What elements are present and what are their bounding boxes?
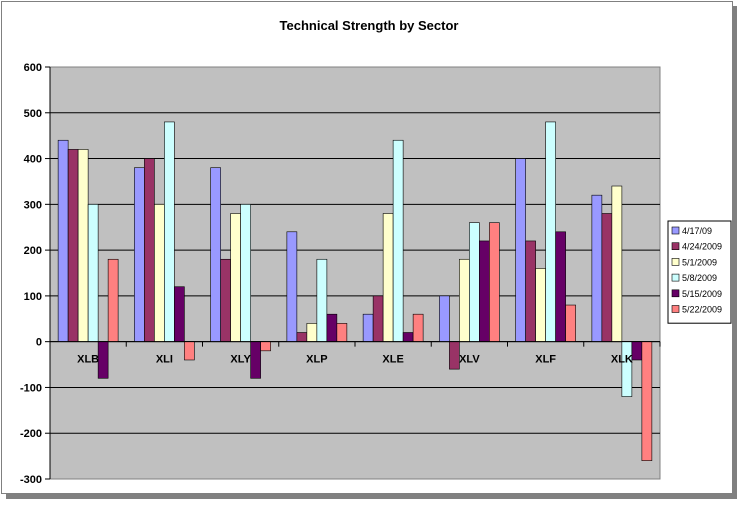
bar-xli-series-3	[164, 121, 175, 342]
y-tick-label: 0	[36, 337, 42, 349]
bar-xlk-series-3	[621, 341, 633, 397]
bar-xlp-series-1	[296, 332, 308, 342]
bar-xlf-series-5	[565, 304, 576, 342]
y-tick-label: 200	[24, 245, 42, 257]
legend-label: 4/17/09	[682, 226, 712, 236]
bar-xlk-series-2	[611, 185, 623, 342]
chart-title: Technical Strength by Sector	[280, 18, 459, 33]
bar-xlb-series-2	[77, 149, 89, 342]
bar-xly-series-4	[250, 341, 261, 379]
y-tick-label: 500	[24, 108, 42, 120]
x-tick-label: XLK	[611, 354, 633, 366]
legend-swatch	[671, 305, 680, 313]
bar-xlb-series-1	[67, 149, 79, 342]
legend-label: 5/1/2009	[682, 257, 717, 267]
bar-xlf-series-2	[535, 268, 546, 342]
bar-xli-series-4	[174, 286, 185, 342]
x-tick-label: XLY	[230, 354, 251, 366]
plot-area: 600 500 400 300 200 100 0 -100 -200 -300 XLB XLI XLY…	[20, 62, 661, 486]
bar-xlv-series-3	[469, 222, 480, 342]
bar-xle-series-2	[382, 213, 394, 342]
y-tick-label: 600	[24, 62, 42, 74]
x-tick-label: XLB	[77, 354, 99, 366]
bars	[57, 121, 653, 461]
bar-xlv-series-4	[479, 240, 490, 342]
bar-xlb-series-0	[57, 139, 69, 342]
bar-xle-series-4	[402, 332, 414, 342]
bar-xlk-series-0	[591, 194, 603, 342]
legend-swatch	[671, 289, 680, 298]
bar-xle-series-0	[362, 313, 374, 342]
legend-label: 5/8/2009	[682, 273, 717, 283]
bar-xlp-series-0	[286, 231, 298, 342]
bar-xlk-series-4	[631, 341, 643, 361]
bar-xlp-series-5	[336, 323, 348, 342]
bar-xly-series-3	[240, 204, 251, 342]
bar-xlb-series-3	[87, 204, 99, 342]
bar-xle-series-1	[372, 295, 384, 342]
bar-xlb-series-4	[97, 341, 109, 379]
bar-xlp-series-4	[326, 313, 338, 342]
bar-xli-series-2	[154, 204, 165, 342]
bar-xlv-series-0	[439, 295, 450, 342]
bar-xly-series-1	[220, 258, 231, 342]
bar-xlv-series-5	[489, 222, 500, 342]
bar-xli-series-5	[184, 341, 195, 361]
bar-xlv-series-1	[449, 341, 460, 370]
legend-swatch	[671, 226, 680, 235]
legend-swatch	[671, 258, 680, 266]
y-tick-label: 100	[24, 291, 42, 303]
bar-xly-series-5	[260, 341, 271, 352]
bar-xle-series-5	[412, 313, 424, 342]
legend-swatch	[671, 273, 680, 282]
bar-xli-series-0	[134, 167, 145, 342]
bar-xlk-series-5	[641, 341, 653, 461]
y-tick-label: -200	[20, 428, 42, 440]
y-tick-label: 300	[24, 199, 42, 211]
bar-xly-series-2	[230, 213, 241, 342]
bar-xlf-series-1	[525, 240, 536, 342]
bar-xlf-series-4	[555, 231, 566, 342]
bar-xlp-series-2	[306, 323, 318, 342]
y-tick-label: -300	[20, 474, 42, 486]
bar-xly-series-0	[210, 167, 221, 342]
bar-xlk-series-1	[601, 213, 613, 342]
x-tick-label: XLP	[306, 354, 327, 366]
legend-label: 5/22/2009	[682, 305, 722, 315]
legend-label: 5/15/2009	[682, 289, 722, 299]
legend-label: 4/24/2009	[682, 242, 722, 252]
y-tick-label: 400	[24, 154, 42, 166]
legend: 4/17/09 4/24/2009 5/1/2009 5/8/2009 5/15/200…	[667, 220, 732, 324]
x-tick-label: XLF	[535, 354, 556, 366]
x-tick-label: XLV	[459, 354, 480, 366]
legend-swatch	[671, 242, 680, 250]
bar-xle-series-3	[392, 139, 404, 342]
y-tick-label: -100	[20, 382, 42, 394]
x-tick-label: XLI	[156, 354, 173, 366]
bar-xlb-series-5	[107, 258, 119, 342]
bar-xlf-series-3	[545, 121, 556, 342]
bar-xlf-series-0	[515, 158, 526, 342]
bar-xli-series-1	[144, 158, 155, 342]
bar-xlv-series-2	[459, 258, 470, 342]
bar-xlp-series-3	[316, 258, 328, 342]
x-tick-label: XLE	[382, 354, 403, 366]
